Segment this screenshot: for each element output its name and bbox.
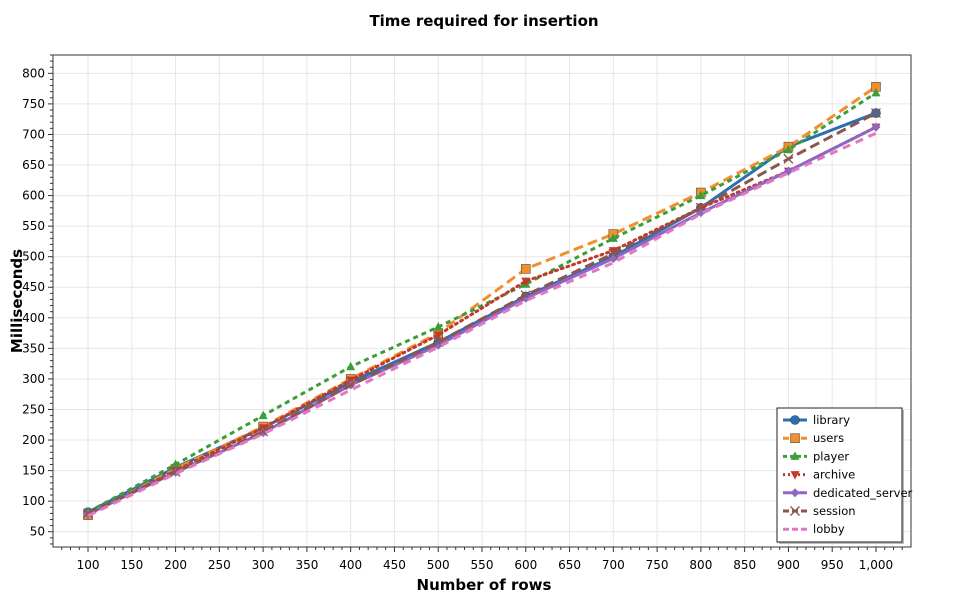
y-tick-label: 500 xyxy=(22,250,45,264)
x-tick-label: 150 xyxy=(120,558,143,572)
x-tick-label: 600 xyxy=(514,558,537,572)
y-axis: 50 100 150 200 250 300 350 400 450 500 550 600 650 70… xyxy=(22,54,53,545)
legend-marker xyxy=(790,433,800,444)
data-point xyxy=(83,508,94,519)
y-tick-label: 100 xyxy=(22,494,45,508)
y-tick-label: 300 xyxy=(22,372,45,386)
legend-label: users xyxy=(813,431,844,445)
x-tick-label: 100 xyxy=(77,558,100,572)
x-axis: 100 150 200 250 300 350 400 450 500 550 600 650 700 7… xyxy=(61,547,903,572)
legend-label: lobby xyxy=(813,522,845,536)
legend-label: session xyxy=(813,504,856,518)
x-tick-label: 750 xyxy=(646,558,669,572)
y-tick-label: 800 xyxy=(22,66,45,80)
data-point xyxy=(433,321,443,331)
legend-marker xyxy=(790,415,800,425)
legend-box xyxy=(776,407,903,543)
x-tick-label: 450 xyxy=(383,558,406,572)
x-tick-label: 400 xyxy=(339,558,362,572)
y-tick-label: 400 xyxy=(22,311,45,325)
data-point xyxy=(258,410,268,420)
y-tick-label: 50 xyxy=(30,525,45,539)
x-tick-label: 900 xyxy=(777,558,800,572)
data-point xyxy=(783,144,793,154)
legend-marker xyxy=(790,488,800,498)
x-tick-label: 850 xyxy=(733,558,756,572)
y-tick-label: 650 xyxy=(22,158,45,172)
series-line xyxy=(87,91,877,514)
y-tick-label: 250 xyxy=(22,402,45,416)
data-point xyxy=(258,426,269,437)
series-line xyxy=(87,111,877,515)
data-point xyxy=(871,87,881,97)
data-point xyxy=(783,153,794,164)
legend: library users player archive dedicated_serve… xyxy=(776,407,913,544)
legend-label: dedicated_server xyxy=(813,486,913,500)
x-tick-label: 500 xyxy=(427,558,450,572)
x-tick-label: 1,000 xyxy=(859,558,893,572)
y-tick-label: 600 xyxy=(22,189,45,203)
x-tick-label: 200 xyxy=(164,558,187,572)
data-point xyxy=(871,122,881,132)
x-tick-label: 700 xyxy=(602,558,625,572)
chart-title: Time required for insertion xyxy=(369,12,598,30)
data-point xyxy=(870,108,881,119)
legend-item: session xyxy=(783,504,856,518)
legend-label: library xyxy=(813,413,850,427)
x-tick-label: 550 xyxy=(471,558,494,572)
y-tick-label: 350 xyxy=(22,341,45,355)
series-session xyxy=(83,108,881,519)
data-point xyxy=(346,361,356,371)
legend-marker xyxy=(790,471,800,480)
x-tick-label: 800 xyxy=(689,558,712,572)
series-lobby xyxy=(87,131,877,518)
data-point xyxy=(608,233,618,242)
y-tick-label: 200 xyxy=(22,433,45,447)
y-tick-label: 450 xyxy=(22,280,45,294)
x-tick-label: 950 xyxy=(821,558,844,572)
legend-label: archive xyxy=(813,468,855,482)
grid-lines xyxy=(53,55,911,547)
x-axis-label: Number of rows xyxy=(417,576,552,594)
legend-marker xyxy=(790,506,800,516)
series-line xyxy=(87,85,877,517)
data-point xyxy=(696,190,706,200)
legend-marker xyxy=(790,451,800,460)
y-tick-label: 700 xyxy=(22,127,45,141)
x-tick-label: 250 xyxy=(208,558,231,572)
legend-item: users xyxy=(783,431,844,445)
y-tick-label: 750 xyxy=(22,97,45,111)
series-layer xyxy=(83,81,881,521)
data-point xyxy=(433,340,443,350)
y-tick-label: 150 xyxy=(22,464,45,478)
data-point xyxy=(171,459,181,468)
data-point xyxy=(695,202,706,213)
data-point xyxy=(433,331,443,340)
data-point xyxy=(170,466,181,477)
legend-item: lobby xyxy=(783,522,845,536)
y-tick-label: 550 xyxy=(22,219,45,233)
x-tick-label: 350 xyxy=(295,558,318,572)
series-line xyxy=(87,131,877,518)
legend-item: library xyxy=(783,413,850,427)
legend-item: archive xyxy=(783,468,855,482)
series-line xyxy=(86,125,878,517)
data-point xyxy=(608,247,618,256)
data-point xyxy=(521,277,531,287)
y-axis-label: Milliseconds xyxy=(8,249,26,353)
data-point xyxy=(608,248,619,259)
legend-label: player xyxy=(813,449,849,463)
x-tick-label: 300 xyxy=(252,558,275,572)
x-tick-label: 650 xyxy=(558,558,581,572)
data-point xyxy=(520,264,531,274)
legend-item: player xyxy=(783,449,849,463)
legend-item: dedicated_server xyxy=(783,486,913,500)
